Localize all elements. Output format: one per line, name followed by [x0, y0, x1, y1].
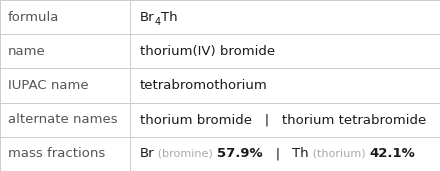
Text: (thorium): (thorium) [309, 149, 369, 159]
Text: formula: formula [8, 11, 59, 24]
Text: IUPAC name: IUPAC name [8, 79, 88, 92]
Text: name: name [8, 45, 46, 58]
Text: thorium(IV) bromide: thorium(IV) bromide [140, 45, 275, 58]
Text: 42.1%: 42.1% [369, 147, 415, 160]
Text: Br: Br [140, 11, 154, 24]
Text: Br: Br [140, 147, 154, 160]
Text: (bromine): (bromine) [154, 149, 217, 159]
Text: 57.9%: 57.9% [217, 147, 263, 160]
Text: 4: 4 [154, 17, 161, 27]
Text: thorium bromide   |   thorium tetrabromide: thorium bromide | thorium tetrabromide [140, 113, 426, 126]
Text: Th: Th [161, 11, 177, 24]
Text: |: | [263, 147, 293, 160]
Text: tetrabromothorium: tetrabromothorium [140, 79, 268, 92]
Text: Th: Th [293, 147, 309, 160]
Text: mass fractions: mass fractions [8, 147, 105, 160]
Text: alternate names: alternate names [8, 113, 117, 126]
